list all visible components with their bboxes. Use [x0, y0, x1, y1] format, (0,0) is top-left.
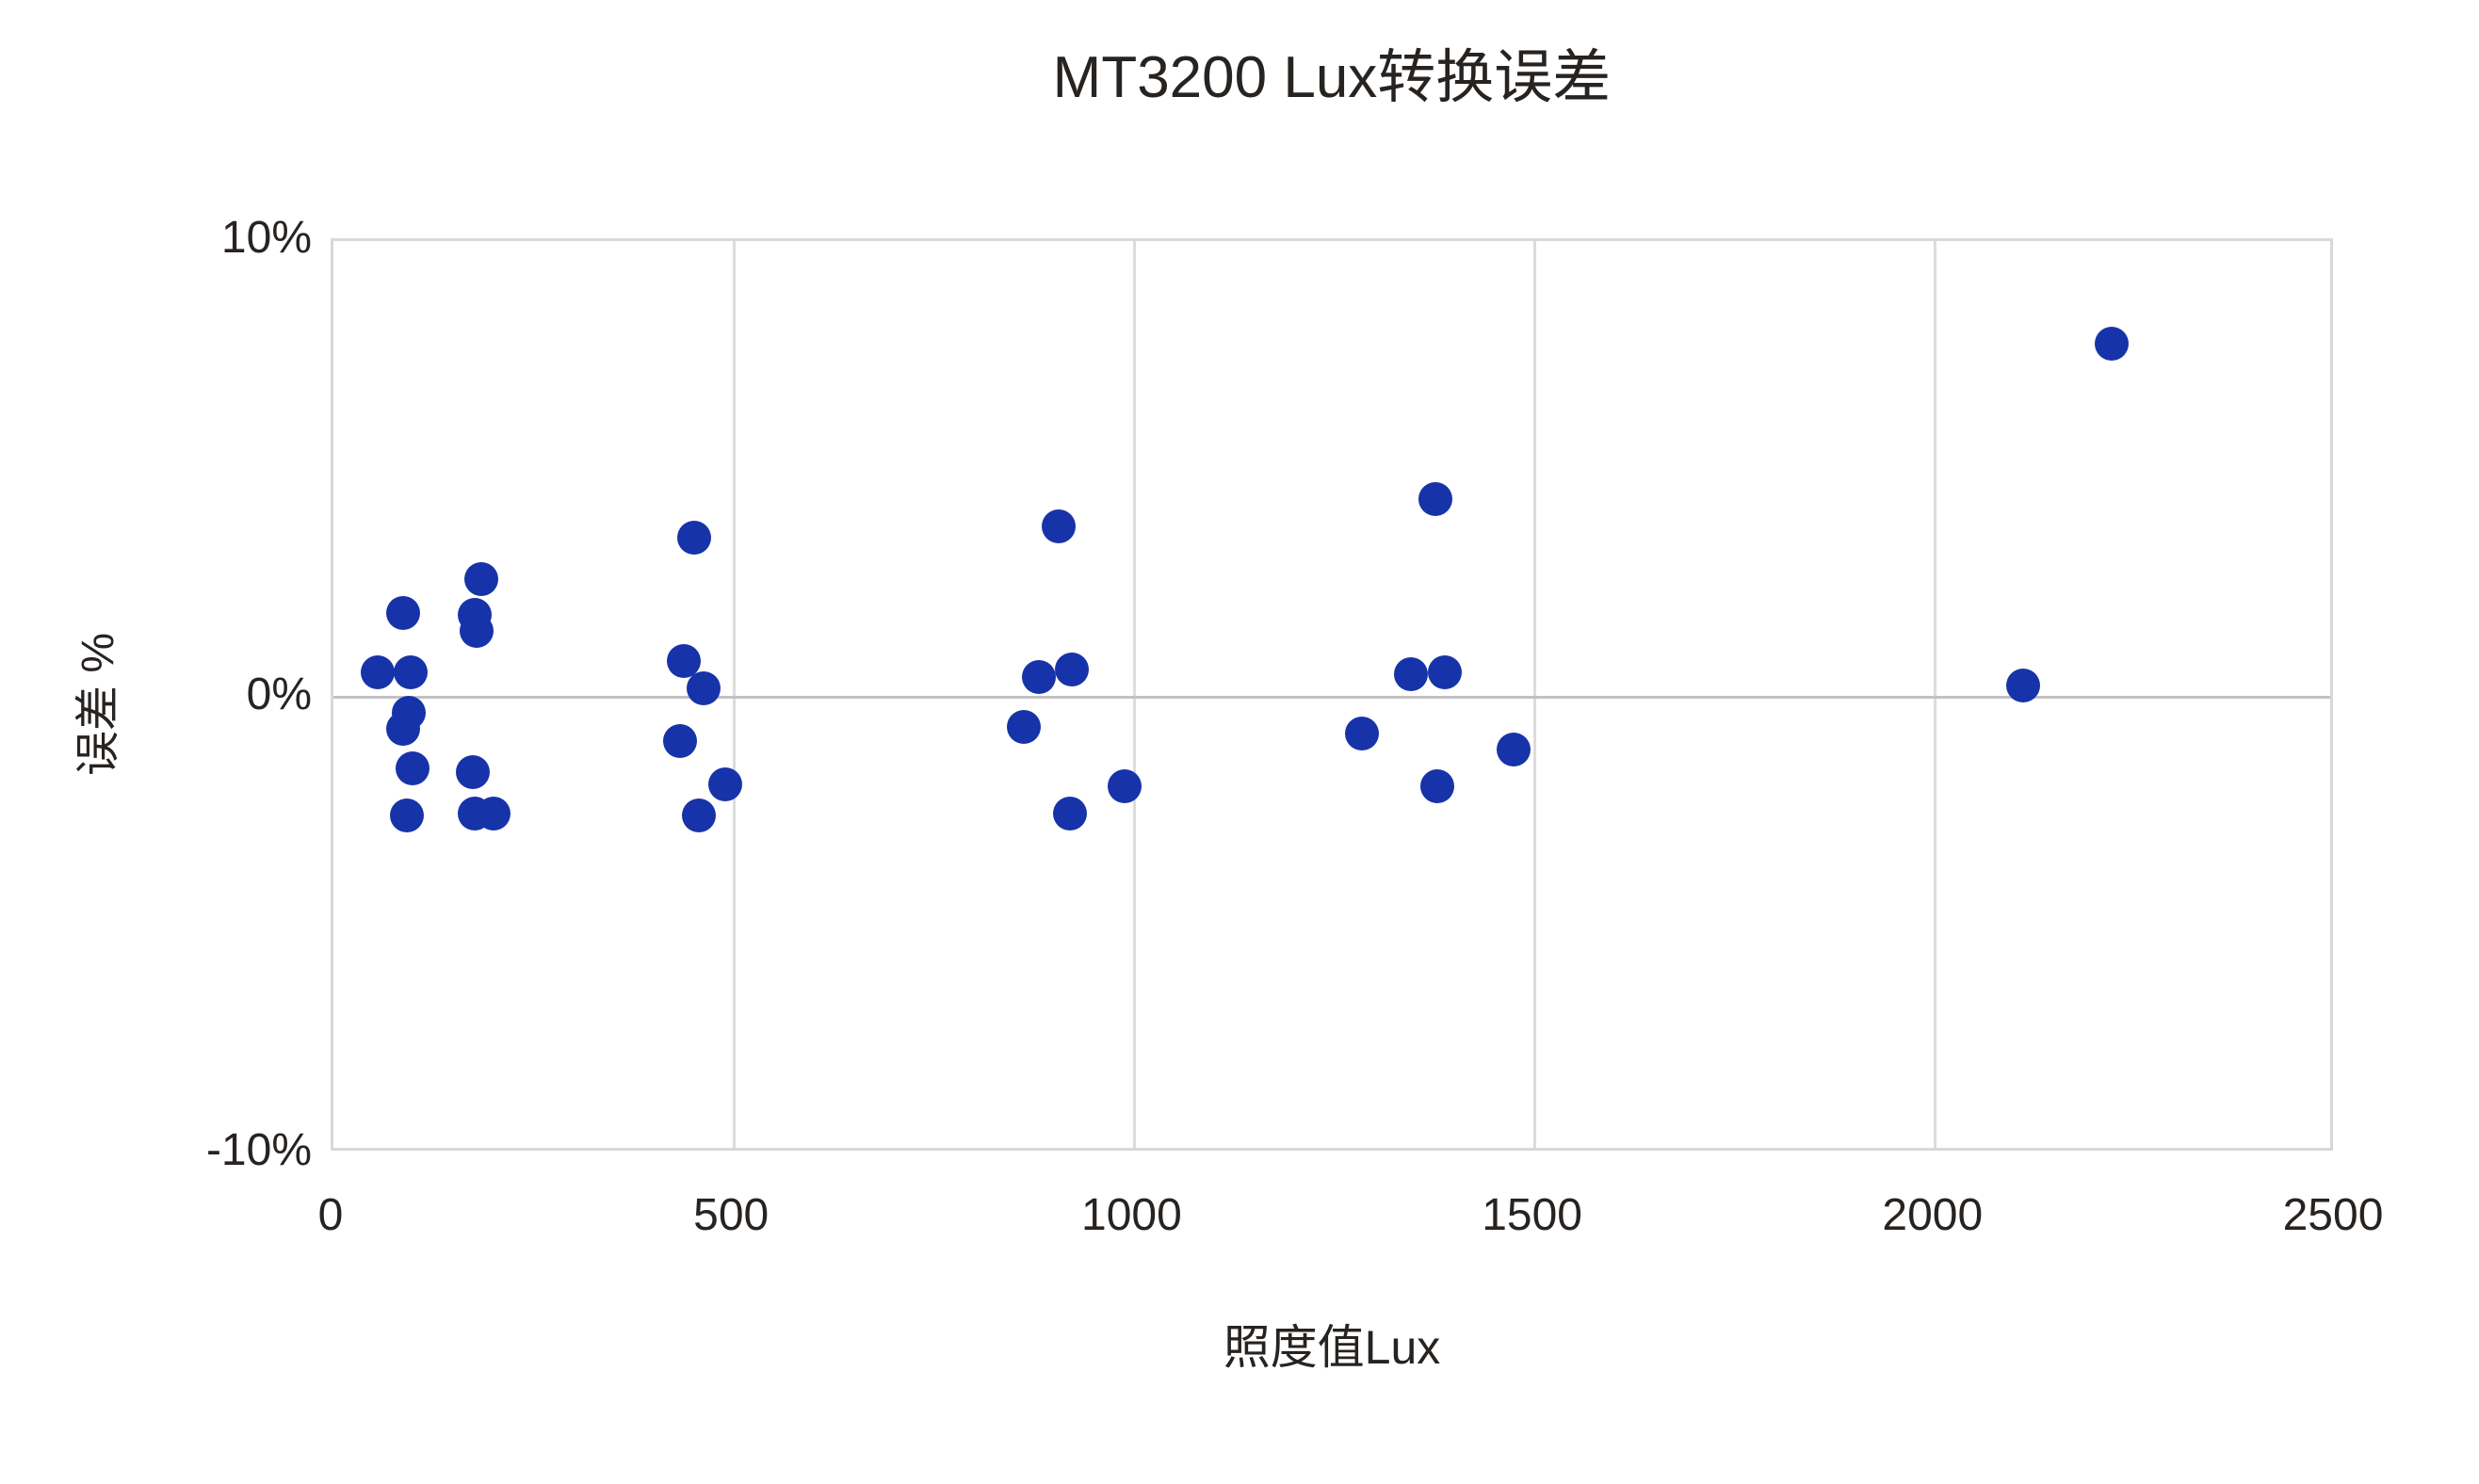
y-tick-label: 10%	[220, 213, 312, 263]
vertical-gridline	[1132, 241, 1136, 1148]
data-point	[1053, 797, 1088, 831]
data-point	[1007, 709, 1042, 744]
data-point	[1418, 481, 1453, 516]
data-point	[681, 798, 716, 833]
data-point	[393, 654, 428, 689]
data-point	[2094, 327, 2129, 361]
data-point	[1344, 717, 1379, 751]
data-point	[1427, 654, 1462, 689]
data-point	[390, 798, 425, 833]
data-point	[385, 712, 420, 747]
y-axis-title: 误差 %	[73, 632, 123, 777]
data-point	[2006, 669, 2041, 703]
x-axis-title: 照度值Lux	[1223, 1321, 1441, 1374]
data-point	[1055, 653, 1090, 687]
data-point	[707, 766, 742, 801]
data-point	[396, 750, 430, 785]
vertical-gridline	[732, 241, 736, 1148]
data-point	[1108, 768, 1142, 803]
data-point	[360, 654, 395, 689]
data-point	[1022, 659, 1057, 694]
x-tick-label: 2000	[1882, 1190, 1984, 1240]
zero-gridline	[333, 696, 2330, 699]
x-tick-label: 2500	[2282, 1190, 2384, 1240]
x-tick-label: 1000	[1081, 1190, 1182, 1240]
x-tick-label: 1500	[1482, 1190, 1582, 1240]
plot-area	[331, 238, 2333, 1151]
data-point	[460, 614, 494, 649]
data-point	[1041, 508, 1076, 543]
data-point	[1393, 657, 1428, 692]
data-point	[686, 670, 721, 705]
data-point	[464, 561, 499, 596]
chart-title: MT3200 Lux转换误差	[1052, 45, 1612, 110]
vertical-gridline	[1934, 241, 1937, 1148]
y-tick-label: 0%	[246, 669, 312, 719]
x-tick-label: 500	[693, 1190, 770, 1240]
data-point	[477, 797, 511, 831]
data-point	[1496, 733, 1531, 767]
data-point	[1419, 768, 1454, 803]
data-point	[676, 520, 711, 555]
data-point	[385, 595, 420, 630]
data-point	[455, 755, 490, 790]
data-point	[663, 723, 698, 758]
data-point	[666, 643, 701, 678]
y-tick-label: -10%	[205, 1125, 312, 1175]
vertical-gridline	[1533, 241, 1537, 1148]
x-tick-label: 0	[317, 1190, 344, 1240]
